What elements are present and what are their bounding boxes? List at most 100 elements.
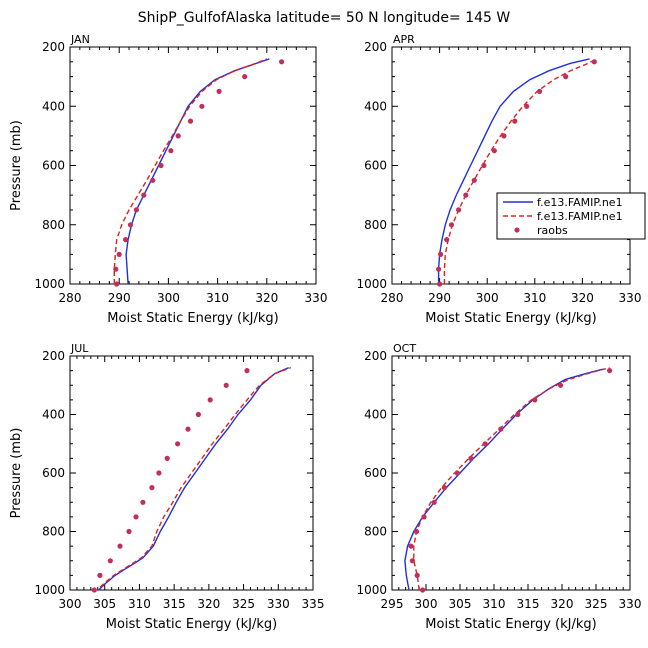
y-tick-label: 600 <box>42 466 65 480</box>
raobs-point <box>149 485 155 491</box>
plot-frame <box>69 355 314 591</box>
x-tick-label: 330 <box>267 597 290 611</box>
x-tick-label: 310 <box>128 597 151 611</box>
raobs-point <box>408 543 414 549</box>
raobs-point <box>468 455 474 461</box>
y-tick-label: 400 <box>364 408 387 422</box>
panel-apr: 280 290 300 310 320 330 200 400 600 800 1000 APR Moi… <box>356 33 646 326</box>
raobs-point <box>558 382 564 388</box>
raobs-point <box>532 397 538 403</box>
raobs-point <box>279 59 285 65</box>
raobs-point <box>97 572 103 579</box>
x-tick-label: 310 <box>523 291 546 305</box>
panel-label: OCT <box>393 342 416 355</box>
raobs-point <box>127 222 134 228</box>
raobs-point <box>471 177 477 183</box>
plot-frame <box>391 46 631 285</box>
y-tick-label: 400 <box>42 99 65 113</box>
y-tick-label: 200 <box>364 349 387 363</box>
raobs-point <box>591 59 597 65</box>
x-tick-label: 325 <box>232 597 255 611</box>
raobs-point <box>563 74 569 80</box>
raobs-point <box>456 207 462 213</box>
y-tick-label: 600 <box>364 159 387 173</box>
raobs-point <box>454 470 460 476</box>
x-tick-label: 325 <box>585 597 608 611</box>
raobs-point <box>537 88 543 94</box>
plot-data <box>404 367 610 590</box>
raobs-point <box>199 103 205 109</box>
x-tick-label: 290 <box>108 291 131 305</box>
raobs-point <box>195 411 201 418</box>
x-tick-label: 310 <box>483 597 506 611</box>
x-tick-label: 280 <box>59 291 82 305</box>
model2-line <box>113 58 268 284</box>
x-tick-label: 295 <box>381 597 404 611</box>
raobs-point <box>437 281 443 287</box>
x-tick-label: 320 <box>197 597 220 611</box>
panel-oct: 295 300 305 310 315 320 325 330 200 400 600 800 1000… <box>356 342 641 632</box>
plot-frame <box>391 355 631 591</box>
raobs-point <box>185 426 191 432</box>
raobs-point <box>498 426 504 432</box>
raobs-point <box>431 499 437 505</box>
x-tick-label: 280 <box>381 291 404 305</box>
model2-line <box>413 367 610 590</box>
legend-marker <box>514 227 520 233</box>
y-tick-label: 1000 <box>34 277 65 291</box>
raobs-point <box>175 133 181 139</box>
y-tick-label: 400 <box>42 408 65 422</box>
raobs-point <box>168 148 174 154</box>
y-tick-label: 1000 <box>356 583 387 597</box>
raobs-point <box>175 441 181 447</box>
model2-line <box>443 59 595 284</box>
raobs-point <box>187 118 194 124</box>
x-tick-label: 305 <box>93 597 116 611</box>
model1-line <box>97 367 289 590</box>
raobs-point <box>117 543 123 549</box>
panel-label: JAN <box>70 33 90 46</box>
x-axis-label: Moist Static Energy (kJ/kg) <box>425 617 596 632</box>
x-tick-label: 315 <box>517 597 540 611</box>
raobs-point <box>216 88 222 94</box>
x-tick-label: 305 <box>449 597 472 611</box>
raobs-point <box>114 281 120 287</box>
y-tick-label: 1000 <box>356 277 387 291</box>
y-tick-label: 800 <box>42 218 65 232</box>
y-tick-label: 200 <box>364 40 387 54</box>
x-tick-label: 320 <box>551 597 574 611</box>
x-tick-label: 300 <box>59 597 82 611</box>
raobs-point <box>438 251 444 257</box>
raobs-point <box>158 162 164 169</box>
raobs-point <box>448 222 455 228</box>
raobs-point <box>156 470 162 476</box>
x-axis-label: Moist Static Energy (kJ/kg) <box>106 617 277 632</box>
y-tick-label: 1000 <box>34 583 65 597</box>
figure-title: ShipP_GulfofAlaska latitude= 50 N longit… <box>138 10 511 26</box>
raobs-point <box>207 397 213 403</box>
y-tick-label: 800 <box>42 525 65 539</box>
model2-line <box>96 367 292 590</box>
y-tick-label: 200 <box>42 40 65 54</box>
x-tick-label: 300 <box>415 597 438 611</box>
y-tick-label: 600 <box>42 159 65 173</box>
x-axis-label: Moist Static Energy (kJ/kg) <box>107 311 278 326</box>
raobs-point <box>409 558 415 564</box>
raobs-point <box>512 118 518 124</box>
y-tick-label: 800 <box>364 525 387 539</box>
raobs-point <box>244 368 250 374</box>
x-tick-label: 335 <box>302 597 325 611</box>
legend-label: raobs <box>537 224 568 237</box>
raobs-point <box>123 237 129 243</box>
raobs-point <box>420 587 426 593</box>
raobs-point <box>482 441 488 447</box>
raobs-point <box>491 148 497 154</box>
panels: 280 290 300 310 320 330 200 400 600 800 1000 JAN Moi… <box>9 33 646 632</box>
x-tick-label: 320 <box>255 291 278 305</box>
legend-label: f.e13.FAMIP.ne1 <box>537 196 623 209</box>
y-tick-label: 600 <box>364 466 387 480</box>
x-tick-label: 330 <box>619 597 642 611</box>
x-tick-label: 315 <box>163 597 186 611</box>
y-axis-label: Pressure (mb) <box>9 120 24 211</box>
